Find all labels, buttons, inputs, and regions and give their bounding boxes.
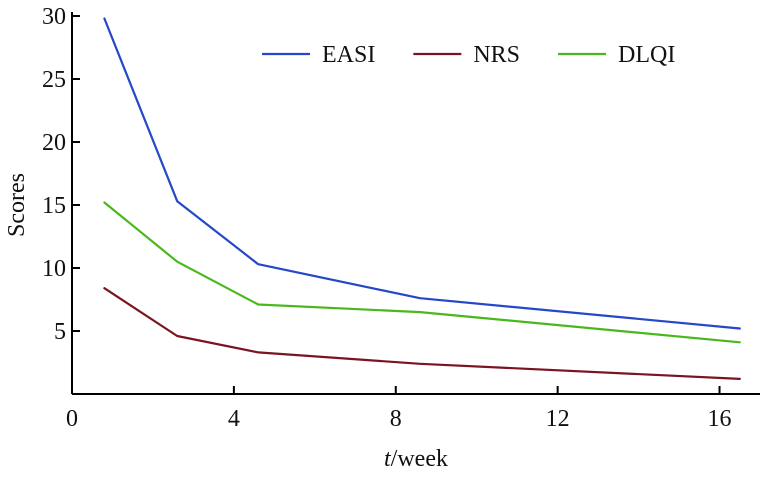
x-tick-label: 8	[390, 406, 402, 432]
y-tick-label: 10	[42, 256, 66, 282]
y-tick-label: 20	[42, 130, 66, 156]
x-tick-label: 4	[228, 406, 240, 432]
y-tick-label: 30	[42, 4, 66, 30]
x-axis-label: t/week	[384, 446, 448, 472]
legend-label-easi: EASI	[322, 42, 375, 68]
axes	[71, 12, 760, 395]
x-tick-label: 16	[708, 406, 732, 432]
legend-label-nrs: NRS	[473, 42, 520, 68]
x-axis-label-unit: /week	[391, 446, 448, 472]
legend: EASI NRS DLQI	[262, 42, 675, 68]
y-axis-label: Scores	[4, 173, 30, 237]
x-axis-label-variable: t	[384, 446, 392, 472]
y-tick-label: 5	[54, 319, 66, 345]
y-tick-label: 15	[42, 193, 66, 219]
series-line-nrs	[103, 287, 741, 380]
y-tick-label: 25	[42, 67, 66, 93]
x-tick-label: 12	[546, 406, 570, 432]
series-line-easi	[103, 17, 741, 330]
legend-label-dlqi: DLQI	[618, 42, 675, 68]
series-lines	[103, 17, 741, 380]
axis-ticks: 0 4 8 12 16 5 10 15 20 25 30	[42, 4, 732, 432]
series-line-dlqi	[103, 201, 741, 344]
x-tick-label: 0	[66, 406, 78, 432]
